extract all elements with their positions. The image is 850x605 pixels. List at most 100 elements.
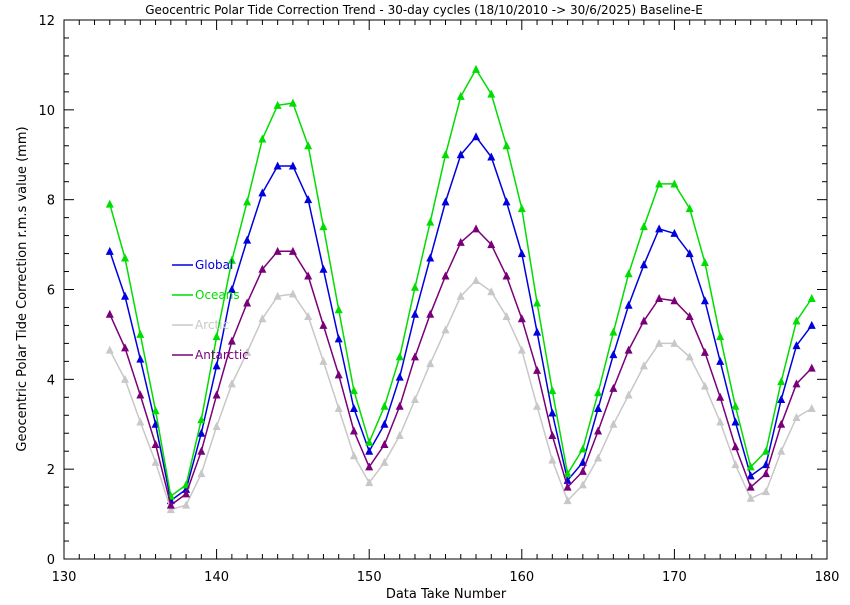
data-point-arctic (426, 359, 435, 368)
data-point-oceans (410, 282, 419, 291)
data-point-oceans (716, 332, 725, 341)
data-point-oceans (502, 141, 511, 150)
data-point-oceans (533, 298, 542, 307)
data-point-arctic (136, 417, 145, 426)
data-point-global (121, 291, 130, 300)
data-point-arctic (502, 311, 511, 320)
data-point-arctic (105, 345, 114, 354)
data-point-oceans (792, 316, 801, 325)
data-point-antarctic (517, 314, 526, 323)
data-point-oceans (426, 217, 435, 226)
data-point-oceans (349, 386, 358, 395)
data-point-oceans (136, 329, 145, 338)
data-point-global (655, 224, 664, 233)
data-point-global (639, 260, 648, 269)
data-point-global (273, 161, 282, 170)
series-antarctic (105, 224, 816, 509)
data-point-arctic (334, 404, 343, 413)
data-point-global (685, 249, 694, 258)
y-axis-label: Geocentric Polar Tide Correction r.m.s v… (15, 126, 30, 451)
data-point-global (441, 197, 450, 206)
axes: 130 140 150 160 170 180 0 2 4 6 8 10 12 (38, 14, 839, 585)
data-point-oceans (380, 401, 389, 410)
data-point-arctic (655, 338, 664, 347)
data-point-arctic (639, 361, 648, 370)
data-point-oceans (273, 100, 282, 109)
data-point-antarctic (700, 347, 709, 356)
data-point-global (792, 341, 801, 350)
legend-label-global: Global (195, 258, 233, 272)
data-point-global (212, 361, 221, 370)
data-point-antarctic (548, 430, 557, 439)
data-point-arctic (685, 352, 694, 361)
y-tick-label: 6 (47, 284, 55, 299)
data-point-antarctic (395, 401, 404, 410)
data-point-global (502, 197, 511, 206)
data-point-antarctic (716, 392, 725, 401)
data-point-antarctic (105, 309, 114, 318)
data-point-oceans (487, 89, 496, 98)
data-point-oceans (212, 332, 221, 341)
data-point-antarctic (136, 390, 145, 399)
data-point-oceans (594, 388, 603, 397)
data-point-oceans (456, 91, 465, 100)
data-point-arctic (258, 314, 267, 323)
data-point-antarctic (777, 419, 786, 428)
plot-frame (63, 19, 828, 560)
data-point-antarctic (365, 462, 374, 471)
data-point-arctic (288, 289, 297, 298)
data-point-global (410, 309, 419, 318)
data-point-oceans (578, 444, 587, 453)
data-point-global (319, 264, 328, 273)
data-point-oceans (517, 204, 526, 213)
data-point-antarctic (426, 309, 435, 318)
data-point-arctic (716, 417, 725, 426)
data-point-arctic (548, 455, 557, 464)
data-point-global (533, 327, 542, 336)
data-point-arctic (487, 287, 496, 296)
data-point-antarctic (258, 264, 267, 273)
data-point-oceans (258, 134, 267, 143)
data-point-antarctic (227, 336, 236, 345)
series-layer (105, 64, 816, 514)
data-point-antarctic (456, 237, 465, 246)
data-point-arctic (807, 404, 816, 413)
data-point-oceans (243, 197, 252, 206)
data-point-antarctic (166, 500, 175, 509)
data-point-arctic (563, 496, 572, 505)
data-point-antarctic (380, 439, 389, 448)
data-point-oceans (288, 98, 297, 107)
data-point-global (182, 484, 191, 493)
data-point-global (807, 320, 816, 329)
y-tick-label: 2 (47, 463, 55, 478)
data-point-antarctic (243, 298, 252, 307)
data-point-oceans (121, 253, 130, 262)
data-point-global (700, 296, 709, 305)
data-point-oceans (197, 415, 206, 424)
data-point-antarctic (685, 311, 694, 320)
data-point-antarctic (319, 320, 328, 329)
y-tick-label: 12 (38, 14, 55, 29)
data-point-antarctic (731, 442, 740, 451)
x-tick-label: 180 (815, 570, 840, 585)
data-point-antarctic (197, 446, 206, 455)
data-point-arctic (243, 347, 252, 356)
data-point-antarctic (563, 482, 572, 491)
data-point-oceans (700, 258, 709, 267)
data-point-arctic (792, 413, 801, 422)
data-point-oceans (731, 401, 740, 410)
data-point-global (304, 195, 313, 204)
data-point-oceans (548, 386, 557, 395)
data-point-oceans (563, 469, 572, 478)
data-point-oceans (746, 462, 755, 471)
data-point-global (746, 471, 755, 480)
series-oceans (105, 64, 816, 500)
data-point-global (197, 428, 206, 437)
data-point-arctic (746, 493, 755, 502)
data-point-arctic (349, 451, 358, 460)
data-point-arctic (517, 345, 526, 354)
data-point-antarctic (761, 469, 770, 478)
data-point-antarctic (807, 363, 816, 372)
data-point-global (334, 334, 343, 343)
data-point-oceans (395, 352, 404, 361)
